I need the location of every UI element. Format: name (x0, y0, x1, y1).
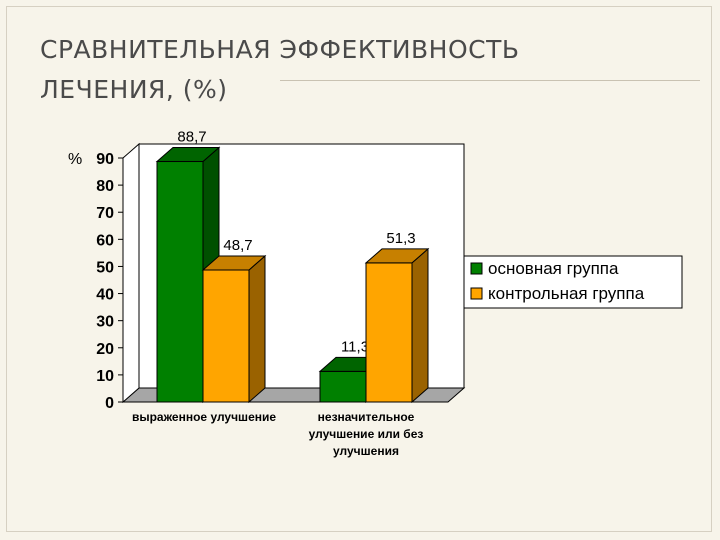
title-underline (280, 80, 700, 81)
plot-side-wall (122, 142, 140, 404)
y-tick-label: 60 (96, 232, 114, 249)
x-category-label: улучшения (333, 444, 399, 458)
legend-label: основная группа (488, 259, 619, 278)
y-tick-label: 40 (96, 287, 114, 304)
slide-title-line-1: СРАВНИТЕЛЬНАЯ ЭФФЕКТИВНОСТЬ (40, 35, 520, 64)
bar-top (155, 147, 221, 163)
bar-value-label: 11,3 (341, 338, 369, 355)
bar-front (156, 161, 204, 403)
bar-front (319, 370, 367, 403)
legend-swatch (470, 262, 483, 275)
x-category-label: незначительное (318, 410, 415, 424)
y-tick-label: 10 (96, 368, 114, 385)
y-tick-label: 80 (96, 178, 114, 195)
legend-box (463, 255, 683, 309)
legend-label: контрольная группа (488, 284, 645, 303)
x-category-label: выраженное улучшение (132, 410, 276, 424)
y-tick-label: 30 (96, 314, 114, 331)
bar-front (202, 269, 250, 403)
y-tick-label: 70 (96, 205, 114, 222)
bar-value-label: 48,7 (223, 237, 252, 254)
bar-value-label: 88,7 (177, 129, 206, 146)
y-tick-label: 20 (96, 341, 114, 358)
slide-title-line-2: ЛЕЧЕНИЯ, (%) (40, 75, 228, 104)
x-category-label: улучшение или без (309, 427, 424, 441)
bar-front (365, 262, 413, 403)
bar-side (411, 247, 429, 404)
y-axis-label: % (68, 151, 82, 168)
y-tick-label: 90 (96, 151, 114, 168)
bar-side (248, 254, 266, 404)
bar-top (201, 255, 267, 271)
y-tick-label: 50 (96, 259, 114, 276)
slide-title: СРАВНИТЕЛЬНАЯ ЭФФЕКТИВНОСТЬ ЛЕЧЕНИЯ, (%) (40, 30, 680, 110)
bar-value-label: 51,3 (386, 230, 415, 247)
slide-border (6, 6, 712, 532)
legend-swatch (470, 287, 483, 300)
y-tick-label: 0 (105, 395, 114, 412)
bar-top (364, 248, 430, 264)
